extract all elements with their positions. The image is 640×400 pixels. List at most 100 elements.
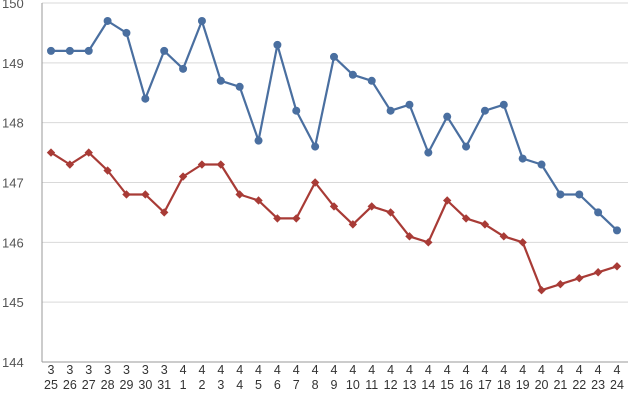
x-tick-month: 4 [312,363,319,377]
series-1-point [330,52,338,61]
series-2-point [367,202,376,211]
series-2 [46,148,622,295]
x-tick-month: 4 [180,363,187,377]
x-tick-month: 4 [538,363,545,377]
series-1-point [103,16,112,25]
x-tick-month: 4 [406,363,413,377]
x-tick-day: 29 [120,378,134,392]
series-2-point [65,160,75,169]
x-tick-day: 31 [157,378,171,392]
series-2-point [424,238,433,247]
series-2-point [518,238,527,247]
x-tick-day: 25 [44,378,58,392]
y-axis-tick-labels: 144 145 146 147 148 149 150 [2,0,24,370]
series-2-point [46,148,56,157]
x-tick-month: 4 [557,363,564,377]
series-2-point [292,214,301,223]
x-tick-day: 28 [101,378,115,392]
series-1-point [273,40,282,49]
series-2-point [273,214,282,223]
x-tick-day: 27 [82,378,96,392]
y-tick-label: 144 [2,355,24,370]
series-2-point [499,232,508,241]
series-2-point [405,232,414,241]
series-2-line [49,151,619,292]
x-tick-day: 4 [236,378,243,392]
series-2-point [122,190,131,199]
series-2-point [593,268,603,277]
series-2-point [386,208,395,217]
x-tick-day: 9 [331,378,338,392]
x-tick-day: 13 [403,378,417,392]
series-1-point [197,16,206,25]
x-tick-day: 5 [255,378,262,392]
series-2-point [160,208,169,217]
y-tick-label: 145 [2,295,24,310]
y-tick-label: 150 [2,0,24,11]
series-1-point [235,82,244,91]
series-2-point [329,202,339,211]
series-2-point [443,196,452,205]
x-tick-day: 8 [312,378,319,392]
series-2-point [178,172,188,181]
series-1-point [405,100,414,109]
series-2-point [461,214,471,223]
series-1-point [613,226,621,235]
series-1-point [292,106,301,115]
x-tick-month: 4 [274,363,281,377]
series-1-line [49,19,619,232]
series-1-point [47,46,55,55]
x-tick-month: 4 [519,363,526,377]
x-tick-month: 4 [331,363,338,377]
x-tick-month: 4 [236,363,243,377]
series-2-point [556,280,565,289]
series-1-point [480,106,489,115]
x-tick-month: 4 [217,363,224,377]
x-tick-day: 23 [591,378,605,392]
x-tick-month: 4 [614,363,621,377]
x-tick-month: 3 [104,363,111,377]
data-series [46,16,622,295]
x-tick-day: 30 [138,378,152,392]
gridlines [42,2,628,303]
series-2-point [141,190,150,199]
series-1-point [424,148,433,157]
series-1-point [575,190,584,199]
y-tick-label: 149 [2,56,24,71]
series-1-point [556,190,565,199]
series-2-point [310,178,320,187]
series-2-point [537,286,546,295]
series-1-point [348,70,357,79]
x-tick-day: 17 [478,378,492,392]
x-tick-day: 26 [63,378,77,392]
series-1-point [84,46,93,55]
series-1-point [443,112,452,121]
x-tick-day: 20 [535,378,549,392]
series-1-point [179,64,188,73]
series-2-point [612,262,622,271]
series-2-point [235,190,244,199]
series-1-point [65,46,74,55]
x-tick-month: 4 [368,363,375,377]
series-2-point [197,160,207,169]
y-tick-label: 146 [2,235,24,250]
axes [41,3,628,363]
series-2-point [103,166,112,175]
x-tick-day: 6 [274,378,281,392]
x-tick-month: 4 [349,363,356,377]
series-1-point [367,76,376,85]
x-tick-month: 4 [255,363,262,377]
x-tick-month: 4 [293,363,300,377]
x-tick-month: 3 [142,363,149,377]
x-tick-month: 3 [66,363,73,377]
x-tick-day: 7 [293,378,300,392]
x-tick-month: 4 [425,363,432,377]
x-tick-month: 4 [463,363,470,377]
x-tick-day: 19 [516,378,530,392]
y-tick-label: 148 [2,116,24,131]
series-2-point [575,274,584,283]
x-tick-day: 18 [497,378,511,392]
series-2-point [84,148,93,157]
x-tick-day: 15 [440,378,454,392]
